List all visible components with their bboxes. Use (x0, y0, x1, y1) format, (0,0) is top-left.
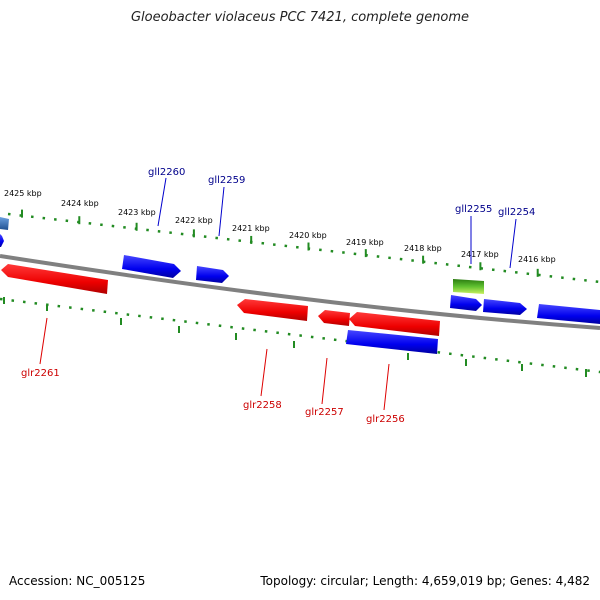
gene-label-glr2256[interactable]: glr2256 (366, 414, 405, 425)
gene-glr2261[interactable] (1, 264, 108, 294)
genome-summary-text: Topology: circular; Length: 4,659,019 bp… (260, 574, 590, 588)
kbp-label: 2424 kbp (61, 199, 99, 208)
gene-label-gll2254[interactable]: gll2254 (498, 207, 535, 218)
genome-backbone (0, 254, 600, 330)
gene-label-gll2259[interactable]: gll2259 (208, 175, 245, 186)
reverse-strand-genes (1, 264, 440, 336)
kbp-label: 2419 kbp (346, 238, 384, 247)
outer-scale-ticks (21, 209, 539, 277)
gene-gll2255[interactable] (453, 279, 484, 294)
gene-partial-left-arrow[interactable] (0, 234, 4, 247)
kbp-label: 2417 kbp (461, 250, 499, 259)
inner-scale-ticks (3, 297, 587, 377)
kbp-label: 2422 kbp (175, 216, 213, 225)
gene-partial-left[interactable] (0, 217, 9, 230)
gene-label-gll2260[interactable]: gll2260 (148, 167, 185, 178)
gene-glr2256[interactable] (349, 312, 440, 336)
kbp-labels: 2425 kbp 2424 kbp 2423 kbp 2422 kbp 2421… (4, 189, 556, 264)
gene-glr2257[interactable] (318, 310, 350, 326)
gene-gll2254[interactable] (483, 299, 527, 315)
gene-gll2255b[interactable] (450, 295, 482, 311)
kbp-label: 2425 kbp (4, 189, 42, 198)
kbp-label: 2418 kbp (404, 244, 442, 253)
kbp-label: 2423 kbp (118, 208, 156, 217)
gene-glr2258[interactable] (237, 299, 308, 321)
gene-gll-lower[interactable] (346, 330, 438, 354)
gene-label-gll2255[interactable]: gll2255 (455, 204, 492, 215)
gene-label-glr2257[interactable]: glr2257 (305, 407, 344, 418)
forward-strand-genes (0, 217, 600, 354)
kbp-label: 2416 kbp (518, 255, 556, 264)
gene-label-glr2258[interactable]: glr2258 (243, 400, 282, 411)
accession-text: Accession: NC_005125 (9, 574, 146, 588)
forward-leader-lines (157, 177, 517, 269)
gene-gll2260[interactable] (122, 255, 181, 278)
gene-label-glr2261[interactable]: glr2261 (21, 368, 60, 379)
gene-gll2253[interactable] (537, 304, 600, 324)
reverse-leader-lines (39, 317, 390, 411)
gene-gll2259[interactable] (196, 266, 229, 283)
inner-scale-dots (0, 297, 600, 374)
kbp-label: 2420 kbp (289, 231, 327, 240)
kbp-label: 2421 kbp (232, 224, 270, 233)
gene-labels: gll2260 gll2259 gll2255 gll2254 glr2261 … (21, 167, 535, 425)
map-title: Gloeobacter violaceus PCC 7421, complete… (130, 10, 470, 25)
